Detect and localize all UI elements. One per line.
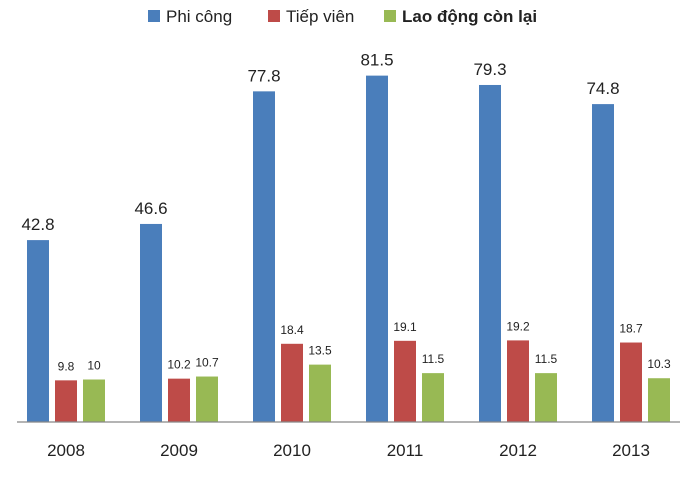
bar-tiep-vien-2008	[55, 380, 77, 422]
bars	[27, 75, 670, 422]
bar-phi-cong-2010	[253, 91, 275, 422]
value-label-tiep-vien-2009: 10.2	[167, 358, 191, 372]
value-label-lao-dong-con-lai-2009: 10.7	[195, 356, 219, 370]
legend-label-phi-cong: Phi công	[166, 7, 232, 26]
bar-tiep-vien-2009	[168, 378, 190, 422]
value-label-tiep-vien-2012: 19.2	[506, 319, 530, 333]
value-label-tiep-vien-2013: 18.7	[619, 322, 643, 336]
bar-lao-dong-con-lai-2009	[196, 376, 218, 422]
x-tick-label-2013: 2013	[612, 441, 650, 460]
legend: Phi công Tiếp viên Lao động còn lại	[148, 7, 537, 26]
bar-phi-cong-2008	[27, 240, 49, 422]
bar-phi-cong-2011	[366, 75, 388, 422]
legend-swatch-phi-cong	[148, 10, 160, 22]
value-label-tiep-vien-2011: 19.1	[393, 320, 417, 334]
x-tick-label-2008: 2008	[47, 441, 85, 460]
bar-tiep-vien-2012	[507, 340, 529, 422]
value-label-tiep-vien-2010: 18.4	[280, 323, 304, 337]
legend-label-lao-dong-con-lai: Lao động còn lại	[402, 7, 537, 26]
bar-lao-dong-con-lai-2010	[309, 364, 331, 422]
value-label-lao-dong-con-lai-2012: 11.5	[535, 352, 558, 366]
bar-phi-cong-2013	[592, 104, 614, 422]
legend-swatch-tiep-vien	[268, 10, 280, 22]
value-label-phi-cong-2009: 46.6	[134, 199, 167, 218]
bar-phi-cong-2012	[479, 84, 501, 422]
legend-label-tiep-vien: Tiếp viên	[286, 7, 354, 26]
legend-swatch-lao-dong-con-lai	[384, 10, 396, 22]
bar-lao-dong-con-lai-2013	[648, 378, 670, 422]
value-label-phi-cong-2010: 77.8	[247, 66, 280, 85]
x-tick-label-2010: 2010	[273, 441, 311, 460]
bar-tiep-vien-2010	[281, 343, 303, 422]
value-label-phi-cong-2012: 79.3	[473, 60, 506, 79]
value-label-lao-dong-con-lai-2013: 10.3	[647, 357, 671, 371]
bar-lao-dong-con-lai-2012	[535, 373, 557, 422]
x-tick-label-2012: 2012	[499, 441, 537, 460]
value-label-lao-dong-con-lai-2008: 10	[87, 359, 101, 373]
value-label-lao-dong-con-lai-2010: 13.5	[308, 344, 332, 358]
value-label-phi-cong-2011: 81.5	[360, 51, 393, 70]
x-axis-ticks: 2008 2009 2010 2011 2012 2013	[47, 441, 650, 460]
data-labels: 42.8 9.8 10 46.6 10.2 10.7 77.8 18.4 13.5 81.5 19.…	[21, 51, 671, 374]
value-label-phi-cong-2013: 74.8	[586, 79, 619, 98]
bar-phi-cong-2009	[140, 223, 162, 422]
x-tick-label-2009: 2009	[160, 441, 198, 460]
bar-lao-dong-con-lai-2008	[83, 379, 105, 422]
bar-lao-dong-con-lai-2011	[422, 373, 444, 422]
value-label-tiep-vien-2008: 9.8	[58, 359, 75, 373]
value-label-lao-dong-con-lai-2011: 11.5	[422, 352, 445, 366]
bar-tiep-vien-2013	[620, 342, 642, 422]
x-tick-label-2011: 2011	[387, 441, 424, 460]
value-label-phi-cong-2008: 42.8	[21, 215, 54, 234]
bar-tiep-vien-2011	[394, 340, 416, 422]
